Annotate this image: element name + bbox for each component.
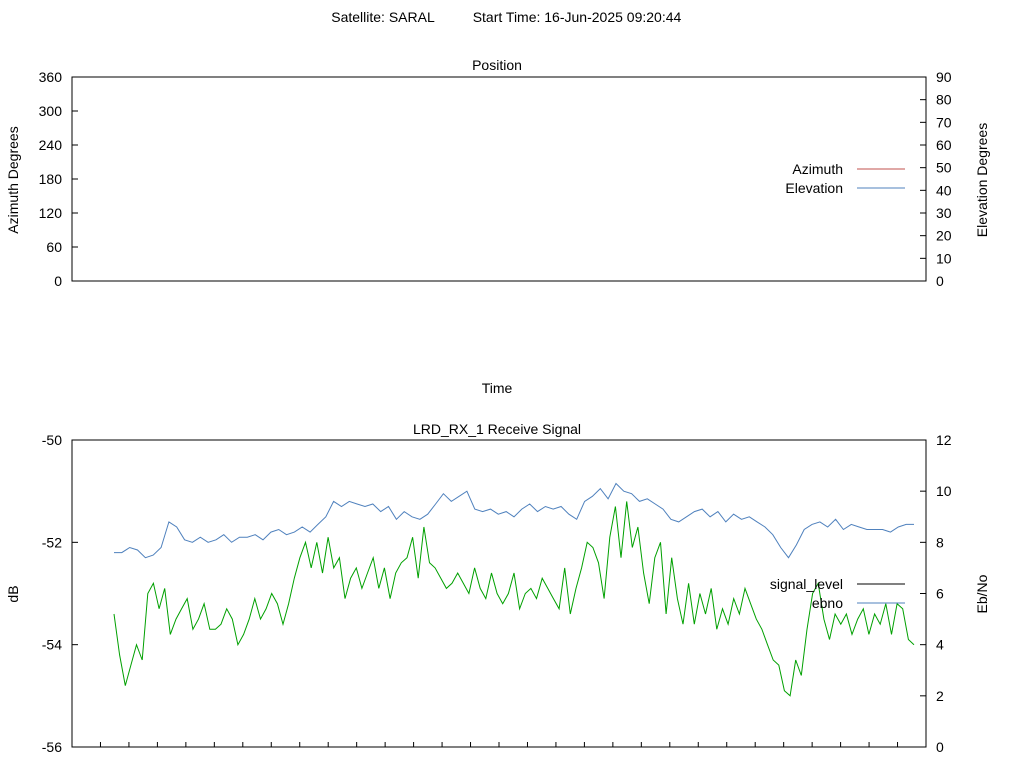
azimuth-tick-label: 120 — [39, 205, 63, 221]
db-axis-label: dB — [5, 585, 21, 602]
elevation-ticks: 0 10 20 30 40 50 60 70 80 90 — [920, 69, 952, 289]
position-chart-title: Position — [472, 57, 522, 73]
signal-series — [113, 482, 915, 697]
receive-signal-chart: LRD_RX_1 Receive Signal dB Eb/No -56-54-… — [5, 421, 990, 755]
position-plot-frame — [71, 76, 927, 282]
db-ticks: -56 -54 -52 -50 — [42, 432, 78, 755]
ebno-tick-label: 0 — [936, 739, 944, 755]
start-time-label: Start Time: 16-Jun-2025 09:20:44 — [473, 9, 682, 25]
ebno-tick-label: 12 — [936, 432, 952, 448]
position-chart: Position Azimuth Degrees Elevation Degre… — [5, 57, 990, 396]
elevation-tick-label: 60 — [936, 137, 952, 153]
signal-level-line — [113, 501, 915, 697]
satellite-label: Satellite: SARAL — [331, 9, 435, 25]
signal-legend: signal_level ebno — [770, 576, 905, 611]
ebno-tick-label: 8 — [936, 534, 944, 550]
elevation-tick-label: 40 — [936, 182, 952, 198]
ebno-tick-label: 2 — [936, 688, 944, 704]
db-tick-label: -56 — [42, 739, 62, 755]
legend-elevation-label: Elevation — [785, 180, 843, 196]
legend-signal-level-label: signal_level — [770, 576, 843, 592]
azimuth-axis-label: Azimuth Degrees — [5, 126, 21, 233]
ebno-tick-label: 6 — [936, 586, 944, 602]
ebno-tick-label: 4 — [936, 637, 944, 653]
elevation-tick-label: 30 — [936, 205, 952, 221]
azimuth-tick-label: 0 — [54, 273, 62, 289]
signal-plot-frame — [71, 439, 927, 748]
azimuth-tick-label: 360 — [39, 69, 63, 85]
elevation-tick-label: 50 — [936, 160, 952, 176]
legend-ebno-label: ebno — [812, 595, 843, 611]
ebno-ticks: 0 2 4 6 8 10 12 — [920, 432, 952, 755]
azimuth-tick-label: 180 — [39, 171, 63, 187]
signal-chart-title: LRD_RX_1 Receive Signal — [413, 421, 581, 437]
elevation-tick-label: 80 — [936, 92, 952, 108]
elevation-axis-label: Elevation Degrees — [974, 123, 990, 237]
signal-time-ticks — [99, 742, 899, 747]
time-axis-label: Time — [482, 380, 513, 396]
azimuth-tick-label: 60 — [46, 239, 62, 255]
elevation-tick-label: 0 — [936, 273, 944, 289]
db-tick-label: -52 — [42, 534, 62, 550]
legend-azimuth-label: Azimuth — [792, 161, 843, 177]
db-tick-label: -54 — [42, 637, 62, 653]
position-legend: Azimuth Elevation — [785, 161, 905, 196]
db-tick-label: -50 — [42, 432, 62, 448]
ebno-line — [114, 482, 914, 559]
azimuth-ticks: 0 60 120 180 240 300 360 — [39, 69, 78, 289]
elevation-tick-label: 10 — [936, 250, 952, 266]
ebno-axis-label: Eb/No — [974, 574, 990, 613]
elevation-tick-label: 70 — [936, 114, 952, 130]
azimuth-tick-label: 240 — [39, 137, 63, 153]
elevation-tick-label: 20 — [936, 228, 952, 244]
azimuth-tick-label: 300 — [39, 103, 63, 119]
ebno-tick-label: 10 — [936, 483, 952, 499]
elevation-tick-label: 90 — [936, 69, 952, 85]
